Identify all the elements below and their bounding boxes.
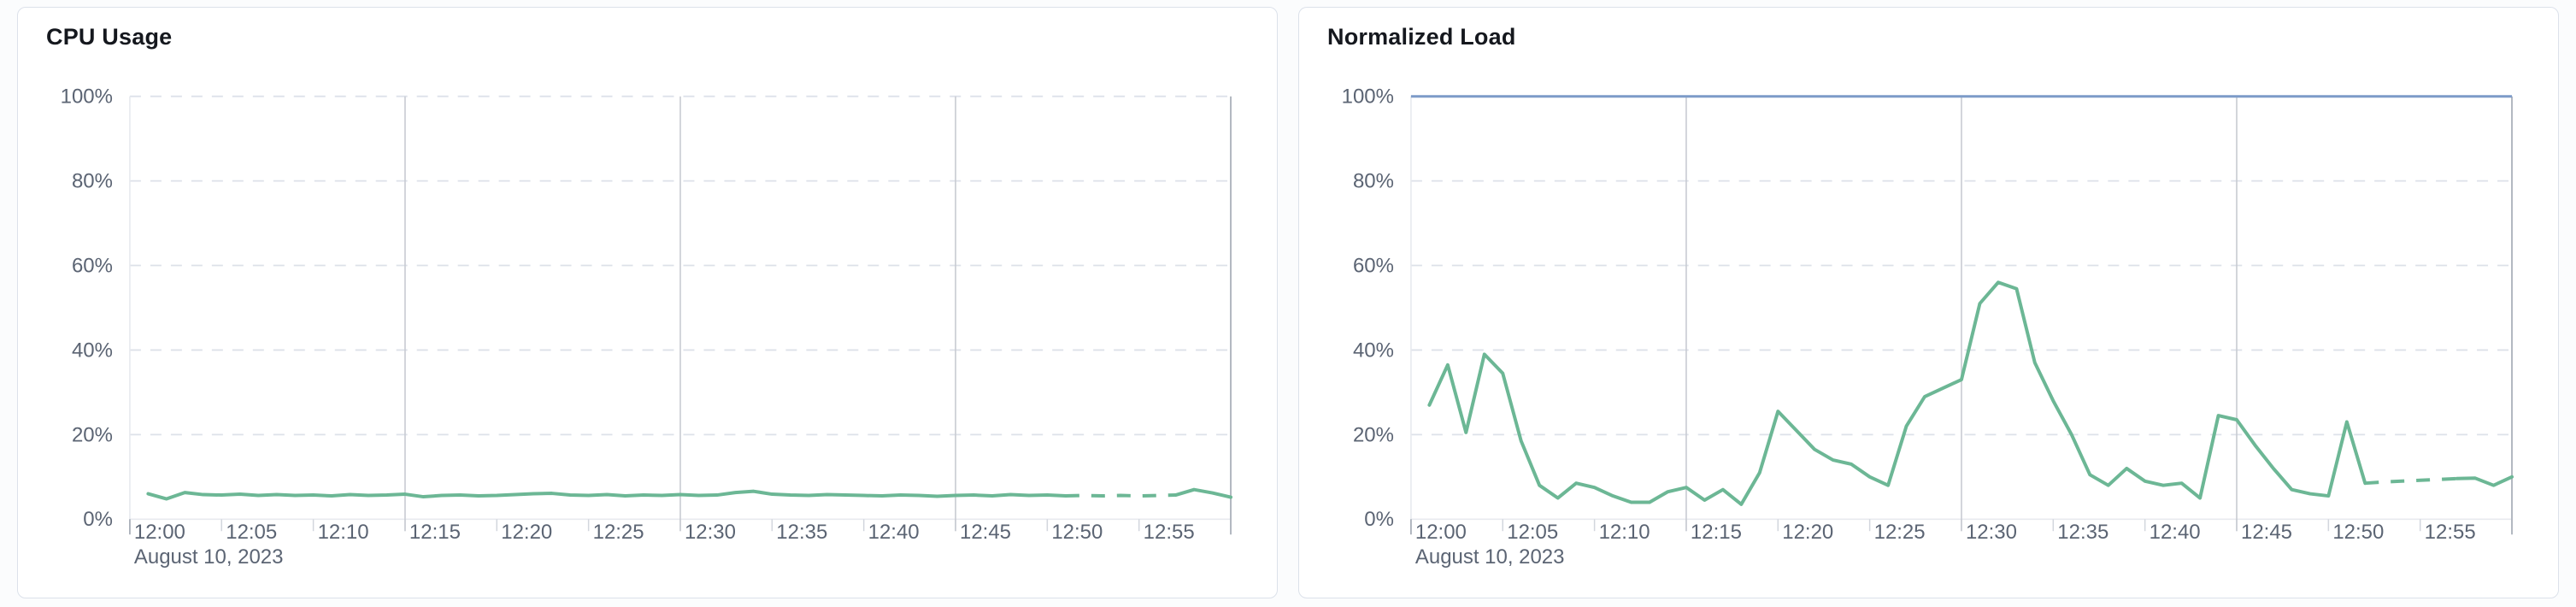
y-axis-label: 20% [1353, 423, 1394, 446]
x-axis-label: 12:10 [1599, 521, 1650, 544]
x-axis-label: 12:20 [501, 521, 552, 544]
x-axis-label: 12:15 [409, 521, 461, 544]
y-axis-label: 60% [72, 255, 113, 278]
y-axis-labels: 0% 20% 40% 60% 80% 100% [61, 85, 113, 532]
x-axis-label: 12:05 [226, 521, 277, 544]
normalized-load-panel: 0% 20% 40% 60% 80% 100% 12:00 12:05 12:10 12:15 12… [1298, 7, 2559, 598]
x-axis-label: 12:35 [2057, 521, 2108, 544]
x-axis-labels: 12:00 12:05 12:10 12:15 12:20 12:25 12:30 12:35… [134, 521, 1195, 569]
y-axis-label: 40% [72, 339, 113, 362]
y-axis-label: 40% [1353, 339, 1394, 362]
panel-title: CPU Usage [46, 24, 173, 50]
normalized-load-solid-segment [2455, 474, 2514, 487]
cpu-usage-panel: 0% 20% 40% 60% 80% 100% 12:00 12:05 12:10 12:15 12… [17, 7, 1278, 598]
x-axis-label: 12:45 [2241, 521, 2292, 544]
x-axis-labels: 12:00 12:05 12:10 12:15 12:20 12:25 12:30 12:35… [1415, 521, 2476, 569]
y-axis-label: 100% [61, 85, 113, 109]
x-axis-label: 12:20 [1782, 521, 1833, 544]
x-axis-label: 12:25 [1874, 521, 1926, 544]
x-axis-label: 12:10 [318, 521, 369, 544]
cpu-usage-solid-segment [146, 489, 1067, 501]
normalized-load-line [1427, 280, 2514, 506]
x-axis-date-label: August 10, 2023 [134, 545, 284, 569]
x-axis-label: 12:50 [1051, 521, 1103, 544]
x-axis-label: 12:35 [776, 521, 827, 544]
y-axis-label: 100% [1342, 85, 1394, 109]
y-axis-label: 80% [1353, 170, 1394, 193]
panel-title: Normalized Load [1327, 24, 1516, 50]
x-axis-label: 12:40 [868, 521, 920, 544]
x-axis-label: 12:50 [2332, 521, 2384, 544]
x-axis-label: 12:55 [1144, 521, 1195, 544]
x-axis-label: 12:00 [1415, 521, 1467, 544]
vertical-gridlines [129, 96, 1232, 535]
x-axis-date-label: August 10, 2023 [1415, 545, 1565, 569]
x-axis-label: 12:45 [960, 521, 1011, 544]
vertical-gridlines [1410, 96, 2514, 535]
cpu-usage-solid-segment [1173, 487, 1233, 499]
normalized-load-solid-segment [1427, 280, 2367, 506]
x-axis-label: 12:25 [593, 521, 644, 544]
x-axis-label: 12:30 [685, 521, 736, 544]
normalized-load-chart[interactable]: 0%20%40%60%80%100%12:00 12:05 12:10 12:15 12… [1299, 8, 2558, 598]
x-axis-label: 12:55 [2425, 521, 2476, 544]
y-axis-label: 0% [83, 508, 113, 531]
x-axis-label: 12:00 [134, 521, 185, 544]
cpu-usage-line [146, 487, 1233, 501]
y-axis-label: 0% [1364, 508, 1394, 531]
normalized-load-dashed-segment [2365, 476, 2457, 486]
y-axis-label: 80% [72, 170, 113, 193]
y-axis-labels: 0% 20% 40% 60% 80% 100% [1342, 85, 1394, 532]
x-axis-label: 12:40 [2150, 521, 2201, 544]
cpu-usage-chart[interactable]: 0%20%40%60%80%100%12:00 12:05 12:10 12:15 12… [18, 8, 1277, 598]
cpu-usage-dashed-segment [1065, 493, 1176, 498]
x-axis-label: 12:05 [1507, 521, 1558, 544]
y-axis-label: 20% [72, 423, 113, 446]
x-axis-label: 12:30 [1966, 521, 2017, 544]
x-axis-label: 12:15 [1691, 521, 1742, 544]
y-axis-label: 60% [1353, 255, 1394, 278]
